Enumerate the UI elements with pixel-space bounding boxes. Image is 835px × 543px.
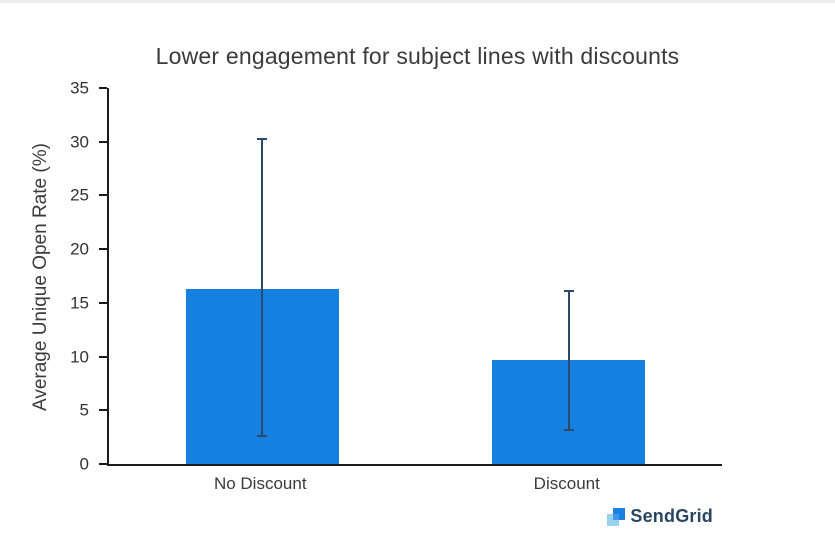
y-tick-label: 35 <box>70 78 89 98</box>
x-tick-label: No Discount <box>213 474 307 493</box>
sendgrid-wordmark: SendGrid <box>630 506 713 526</box>
plot-area <box>107 88 722 466</box>
y-tick-mark <box>99 463 107 465</box>
y-tick-label: 10 <box>70 347 89 367</box>
chart-title: Lower engagement for subject lines with … <box>155 43 680 69</box>
sendgrid-logo: SendGrid <box>607 506 713 527</box>
y-tick-label: 0 <box>79 454 89 474</box>
error-bar-no-discount <box>261 138 264 437</box>
y-tick-mark <box>99 301 107 304</box>
error-cap-top-no-discount <box>257 137 268 140</box>
y-tick-label: 5 <box>79 400 89 420</box>
error-cap-bottom-no-discount <box>257 435 268 438</box>
sendgrid-logo-icon <box>607 507 626 526</box>
x-axis-labels: No Discount Discount <box>107 474 720 502</box>
y-tick-label: 30 <box>70 132 89 152</box>
y-tick-label: 25 <box>70 185 89 205</box>
y-tick-mark <box>99 87 107 89</box>
y-tick-mark <box>99 140 107 143</box>
y-tick-mark <box>99 355 107 358</box>
error-cap-top-discount <box>563 290 574 293</box>
y-tick-mark <box>99 194 107 197</box>
x-tick-label: Discount <box>533 474 600 493</box>
y-axis-ticks: 0 5 10 15 20 25 30 35 <box>0 80 107 473</box>
logo-overlap-square <box>613 513 620 520</box>
y-tick-label: 20 <box>70 239 89 259</box>
y-tick-label: 15 <box>70 293 89 313</box>
y-tick-mark <box>99 409 107 412</box>
top-border <box>0 0 835 3</box>
error-cap-bottom-discount <box>563 428 574 431</box>
error-bar-discount <box>567 291 570 430</box>
y-tick-mark <box>99 248 107 251</box>
